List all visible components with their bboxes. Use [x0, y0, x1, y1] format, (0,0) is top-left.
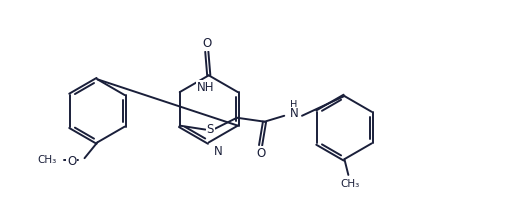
Text: N: N [214, 145, 222, 158]
Text: CH₃: CH₃ [37, 155, 57, 165]
Text: N: N [290, 107, 298, 120]
Text: O: O [256, 147, 265, 160]
Text: O: O [202, 37, 211, 50]
Text: S: S [207, 123, 214, 136]
Text: CH₃: CH₃ [341, 179, 360, 189]
Text: NH: NH [197, 81, 214, 94]
Text: H: H [290, 100, 298, 110]
Text: O: O [67, 155, 76, 168]
